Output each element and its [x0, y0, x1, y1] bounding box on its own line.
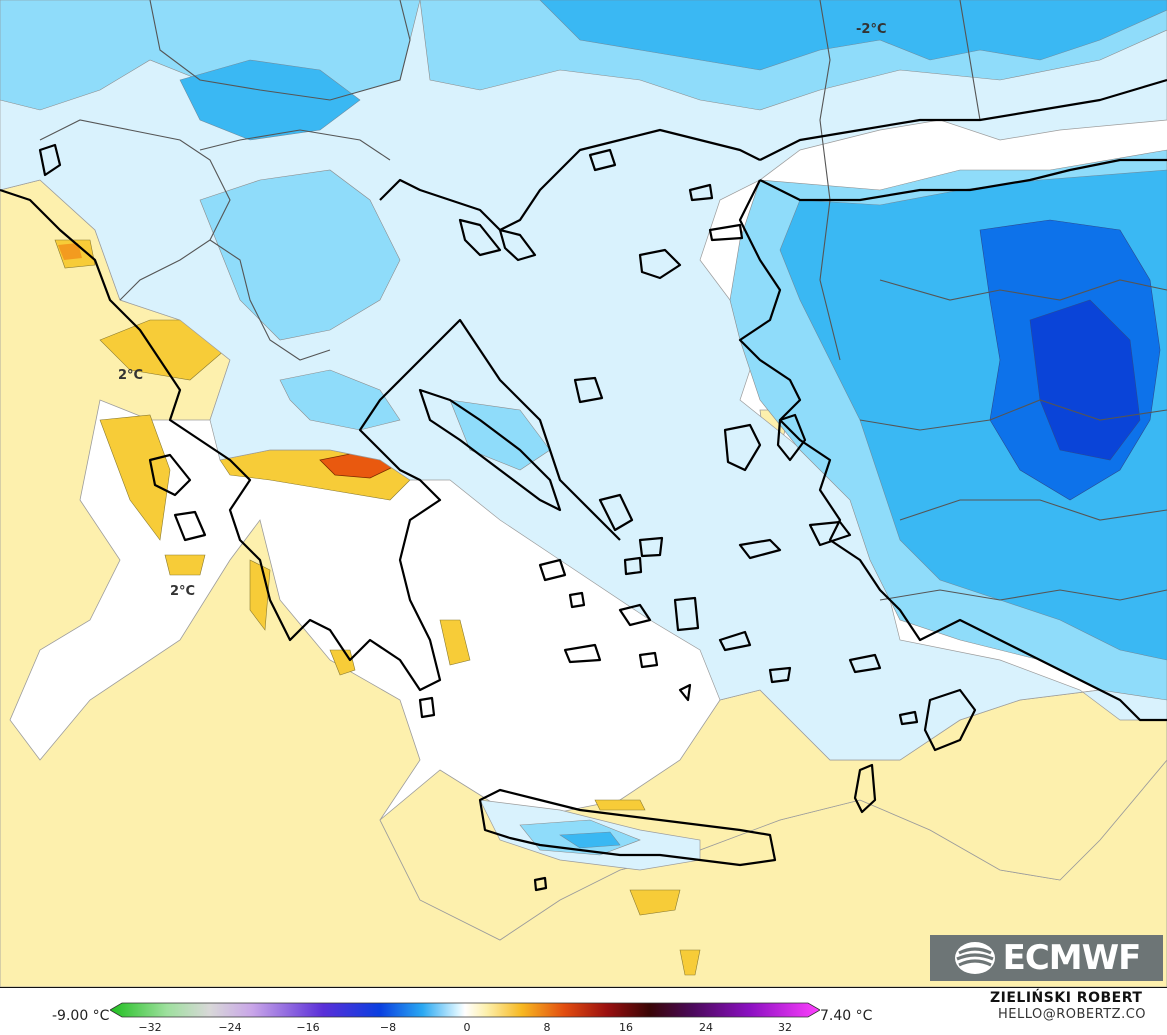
colorbar-tick-label: 24: [699, 1021, 713, 1034]
ecmwf-logo: ECMWF: [930, 935, 1163, 981]
author-email: HELLO@ROBERTZ.CO: [998, 1007, 1147, 1022]
map-canvas: [0, 0, 1167, 987]
colorbar-legend: -9.00 °C −: [0, 988, 1167, 1035]
coastlines: [0, 78, 1167, 892]
legend-min-value: -9.00 °C: [52, 1008, 110, 1024]
author-credit: ZIELIŃSKI ROBERT: [990, 990, 1143, 1006]
colorbar-tick-label: −16: [296, 1021, 320, 1034]
colorbar-tick-label: −24: [218, 1021, 242, 1034]
hot-spot-corfu: [58, 243, 82, 260]
colorbar-tick-label: 8: [543, 1021, 551, 1034]
legend-max-value: 7.40 °C: [820, 1008, 873, 1024]
border-lines: [39, 0, 1167, 601]
ecmwf-logo-text: ECMWF: [1002, 938, 1142, 978]
colorbar-gradient: [110, 1002, 820, 1018]
colorbar-tick-label: −8: [379, 1021, 397, 1034]
colorbar: [110, 1002, 820, 1018]
temperature-annotation-north: -2°C: [856, 22, 887, 37]
colorbar-tick-label: −32: [138, 1021, 162, 1034]
temperature-anomaly-map: -2°C 2°C 2°C ECMWF: [0, 0, 1167, 988]
temperature-annotation-southwest: 2°C: [170, 584, 196, 599]
temperature-annotation-west: 2°C: [118, 368, 144, 383]
colorbar-tick-label: 16: [619, 1021, 633, 1034]
cold-anomaly-deep: [979, 219, 1161, 501]
colorbar-tick-label: 0: [463, 1021, 471, 1034]
colorbar-tick-label: 32: [778, 1021, 792, 1034]
ecmwf-logo-icon: [954, 942, 995, 974]
